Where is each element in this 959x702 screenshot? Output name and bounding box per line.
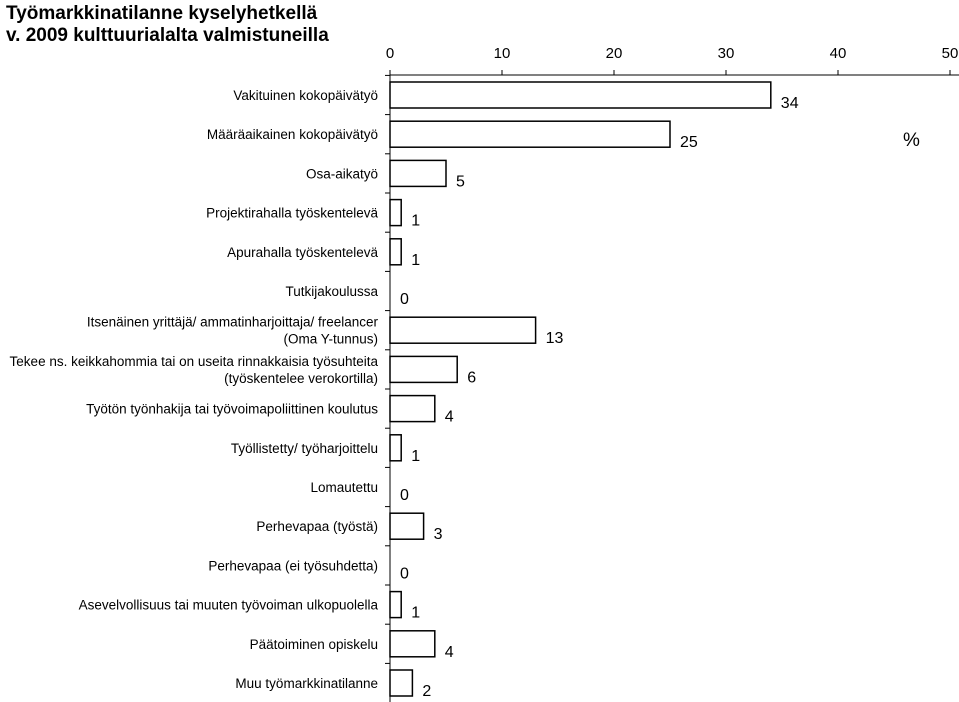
bar — [389, 590, 402, 619]
data-label: 13 — [546, 330, 564, 347]
data-label: 4 — [445, 409, 454, 426]
bar — [389, 81, 772, 109]
category-label: Työtön työnhakija tai työvoimapoliittine… — [86, 402, 378, 417]
value-axis-tick-label: 30 — [718, 45, 735, 62]
bar — [389, 198, 402, 227]
category-label: Työllistetty/ työharjoittelu — [231, 441, 378, 456]
bar — [389, 434, 402, 462]
bar — [389, 238, 402, 266]
category-label: Asevelvollisuus tai muuten työvoiman ulk… — [79, 598, 379, 613]
bar — [389, 394, 436, 423]
category-label: Apurahalla työskentelevä — [227, 245, 378, 260]
data-label: 3 — [434, 526, 443, 543]
category-label: Osa-aikatyö — [306, 166, 378, 181]
category-label: Itsenäinen yrittäjä/ ammatinharjoittaja/… — [87, 315, 379, 330]
bar — [389, 355, 458, 384]
data-label: 0 — [400, 291, 409, 308]
bar — [389, 669, 414, 697]
data-label: 0 — [400, 487, 409, 504]
value-axis-tick-label: 50 — [942, 45, 959, 62]
category-label: (Oma Y-tunnus) — [283, 332, 378, 347]
category-label: Päätoiminen opiskelu — [250, 637, 378, 652]
bar — [389, 120, 671, 148]
chart-title-line-1: Työmarkkinatilanne kyselyhetkellä — [6, 3, 318, 24]
bar — [389, 512, 425, 540]
chart-title-line-2: v. 2009 kulttuurialalta valmistuneilla — [6, 25, 329, 46]
data-labels: 34 25 5 1 1 0 13 6 4 1 0 3 0 1 4 2 — [400, 95, 799, 700]
bar — [389, 316, 537, 344]
category-axis-labels: Vakituinen kokopäivätyö Määräaikainen kok… — [10, 88, 379, 691]
data-label: 1 — [411, 605, 420, 622]
category-label: Projektirahalla työskentelevä — [206, 206, 378, 221]
value-axis-tick-label: 10 — [494, 45, 511, 62]
bars — [389, 81, 772, 697]
data-label: 34 — [781, 95, 799, 112]
category-label: Muu työmarkkinatilanne — [235, 676, 378, 691]
value-axis-tick-label: 0 — [386, 45, 394, 62]
category-label: Vakituinen kokopäivätyö — [233, 88, 378, 103]
category-label: (työskentelee verokortilla) — [224, 371, 378, 386]
value-axis-tick-label: 40 — [830, 45, 847, 62]
data-label: 5 — [456, 173, 465, 190]
category-label: Perhevapaa (ei työsuhdetta) — [208, 558, 378, 573]
category-label: Määräaikainen kokopäivätyö — [207, 127, 378, 142]
category-label: Perhevapaa (työstä) — [256, 519, 378, 534]
category-label: Tekee ns. keikkahommia tai on useita rin… — [10, 354, 379, 369]
category-label: Tutkijakoulussa — [285, 284, 378, 299]
data-label: 0 — [400, 565, 409, 582]
data-label: 1 — [411, 252, 420, 269]
bar — [389, 630, 436, 658]
data-label: 2 — [422, 683, 431, 700]
bar — [389, 159, 447, 188]
data-label: 1 — [411, 448, 420, 465]
chart-title: Työmarkkinatilanne kyselyhetkellä v. 200… — [6, 3, 329, 46]
category-label: Lomautettu — [310, 480, 378, 495]
data-label: 6 — [467, 369, 476, 386]
data-label: 4 — [445, 644, 454, 661]
value-axis-tick-label: 20 — [606, 45, 623, 62]
unit-label: % — [903, 130, 920, 151]
data-label: 1 — [411, 213, 420, 230]
data-label: 25 — [680, 134, 698, 151]
